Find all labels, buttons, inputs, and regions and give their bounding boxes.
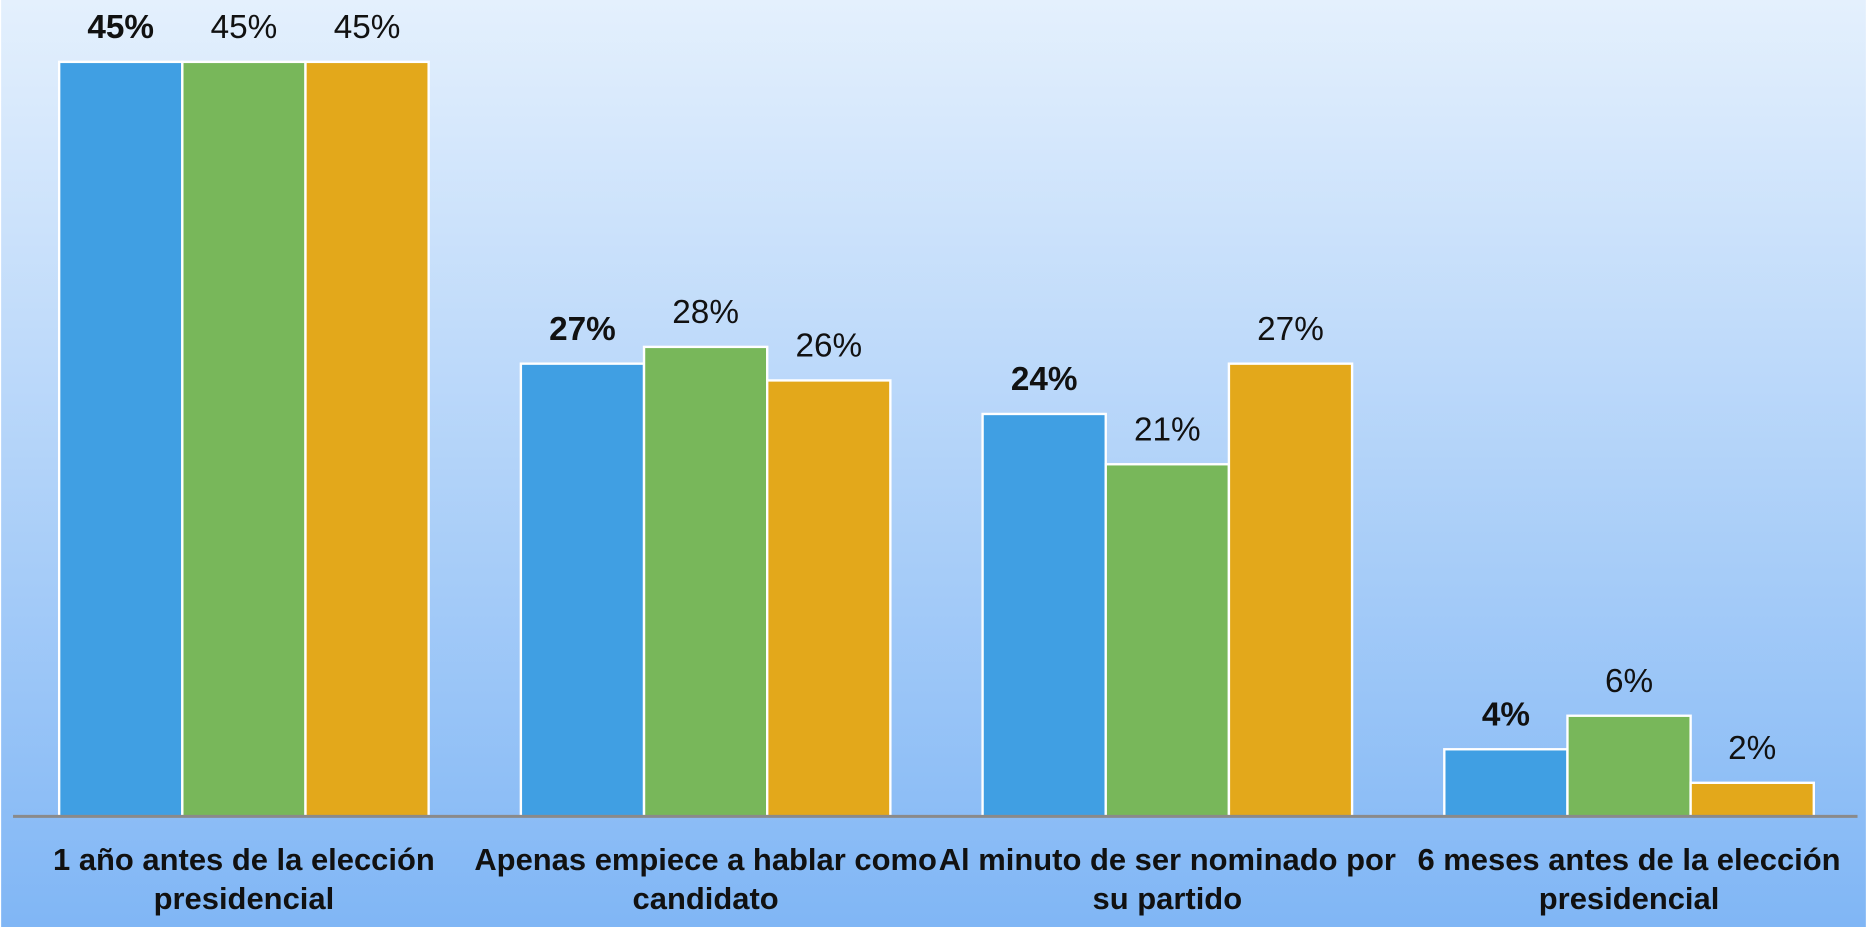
bar: [57, 60, 184, 818]
bar: [981, 412, 1107, 818]
value-label: 6%: [1605, 663, 1653, 700]
x-tick-label-box: 6 meses antes de la elección presidencia…: [1417, 841, 1841, 917]
value-label: 45%: [334, 9, 401, 46]
value-label: 26%: [795, 328, 862, 365]
bar: [642, 345, 769, 818]
x-tick-label: 6 meses antes de la elección presidencia…: [1417, 841, 1841, 917]
value-label: 2%: [1728, 730, 1776, 767]
x-tick-label: Apenas empiece a hablar como candidato: [474, 841, 937, 917]
value-label: 24%: [1011, 361, 1078, 398]
bar: [519, 362, 646, 818]
x-tick-label: 1 año antes de la elección presidencial: [53, 841, 435, 917]
value-label: 4%: [1482, 696, 1530, 733]
bar: [304, 60, 430, 818]
value-label: 27%: [549, 311, 616, 348]
bar: [766, 379, 892, 818]
value-label: 21%: [1134, 411, 1201, 448]
x-tick-label-box: 1 año antes de la elección presidencial: [53, 841, 435, 917]
bar: [1227, 362, 1354, 818]
bar: [1566, 714, 1692, 818]
value-label: 45%: [87, 9, 154, 46]
value-label: 27%: [1257, 311, 1324, 348]
x-tick-label-box: Al minuto de ser nominado por su partido: [938, 841, 1396, 917]
bar: [1689, 781, 1815, 818]
bar: [181, 60, 307, 818]
x-tick-label-box: Apenas empiece a hablar como candidato: [474, 841, 937, 917]
value-label: 45%: [211, 9, 278, 46]
value-label: 28%: [672, 294, 739, 331]
bar: [1104, 463, 1231, 818]
x-tick-label: Al minuto de ser nominado por su partido: [938, 841, 1396, 917]
bar: [1443, 748, 1569, 818]
